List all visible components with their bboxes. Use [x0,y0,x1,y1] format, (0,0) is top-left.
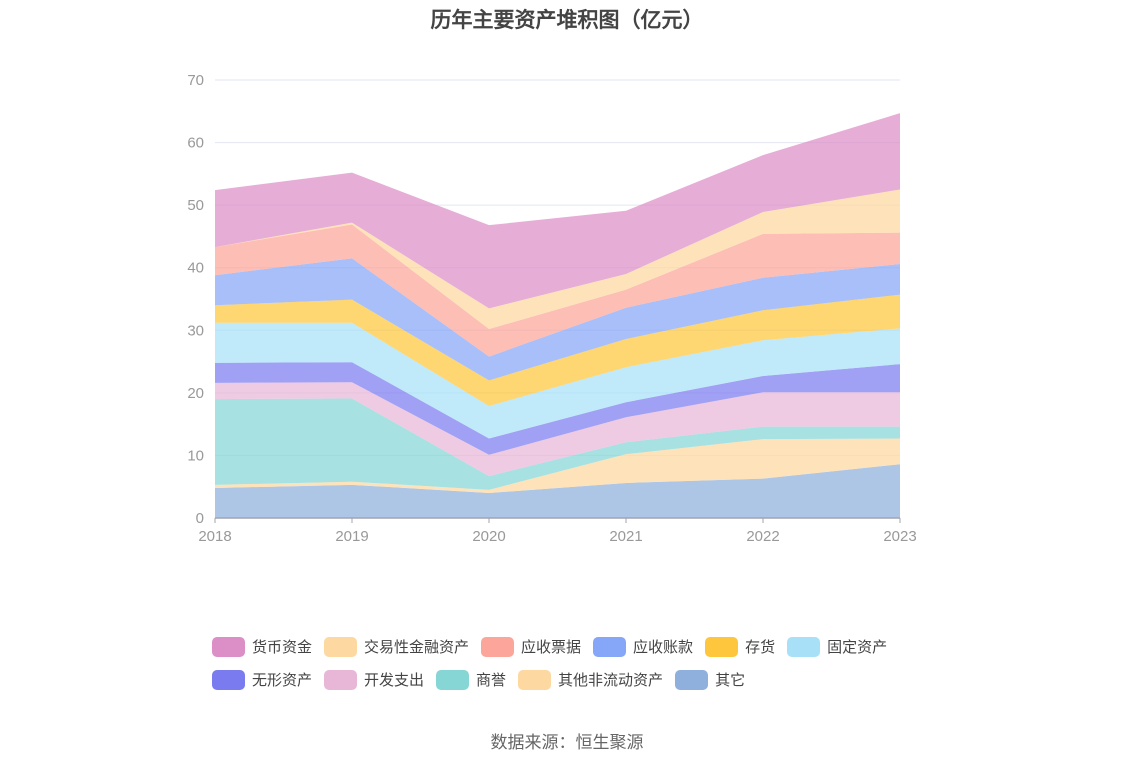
area-series-开发支出 [215,382,900,477]
area-series-交易性金融资产 [215,189,900,330]
y-tick-label: 40 [187,260,204,277]
stacked-area-chart: 0 10 20 30 40 50 60 70 2018 2019 2020 2021 2022 2023 [187,72,916,545]
legend-label: 无形资产 [252,672,313,689]
area-series-固定资产 [215,322,900,439]
y-tick-label: 30 [187,322,204,339]
legend-swatch [481,636,515,657]
y-tick-label: 50 [187,197,204,214]
legend-item-应收账款[interactable]: 应收账款 [593,636,693,657]
x-tick-label: 2022 [746,528,779,545]
legend-item-无形资产[interactable]: 无形资产 [212,669,312,690]
x-tick-label: 2019 [335,528,368,545]
legend-item-交易性金融资产[interactable]: 交易性金融资产 [324,636,469,657]
legend-row: 货币资金 交易性金融资产 应收票据 应收账款 存货 固定资产 [212,630,972,663]
legend-swatch [705,636,739,657]
legend-label: 存货 [745,639,776,656]
legend-label: 货币资金 [252,639,313,656]
legend-item-其他非流动资产[interactable]: 其他非流动资产 [518,669,663,690]
legend-item-固定资产[interactable]: 固定资产 [787,636,887,657]
x-tick-label: 2023 [883,528,916,545]
legend-label: 开发支出 [364,672,425,689]
legend-swatch [324,636,358,657]
legend-label: 应收账款 [633,639,694,656]
y-tick-label: 60 [187,135,204,152]
y-tick-label: 20 [187,385,204,402]
legend-item-开发支出[interactable]: 开发支出 [324,669,424,690]
legend-item-应收票据[interactable]: 应收票据 [481,636,581,657]
area-series-商誉 [215,398,900,490]
area-series-存货 [215,294,900,406]
source-note: 数据来源：恒生聚源 [490,733,644,752]
legend-swatch [324,669,358,690]
y-tick-label: 70 [187,72,204,89]
legend-item-货币资金[interactable]: 货币资金 [212,636,312,657]
x-tick-label: 2018 [198,528,231,545]
legend-swatch [593,636,627,657]
legend-item-其它[interactable]: 其它 [675,669,745,690]
legend-swatch [675,669,709,690]
legend-label: 其他非流动资产 [558,672,664,689]
y-tick-label: 0 [196,510,204,527]
legend-label: 应收票据 [521,639,582,656]
legend-label: 交易性金融资产 [364,639,470,656]
legend-swatch [436,669,470,690]
area-series-其他非流动资产 [215,438,900,493]
x-tick-label: 2021 [609,528,642,545]
legend-label: 其它 [715,672,746,689]
area-series-应收票据 [215,224,900,357]
legend-label: 固定资产 [827,639,888,656]
y-tick-label: 10 [187,447,204,464]
x-tick-label: 2020 [472,528,505,545]
legend-swatch [787,636,821,657]
legend-row: 无形资产 开发支出 商誉 其他非流动资产 其它 [212,663,972,696]
area-series-应收账款 [215,258,900,381]
chart-title: 历年主要资产堆积图（亿元） [430,9,704,32]
area-series-货币资金 [215,113,900,309]
area-series-无形资产 [215,362,900,455]
legend-swatch [518,669,552,690]
area-series-其它 [215,464,900,518]
legend-swatch [212,669,245,690]
legend-item-存货[interactable]: 存货 [705,636,775,657]
legend: 货币资金 交易性金融资产 应收票据 应收账款 存货 固定资产 无形资产 [212,630,972,696]
legend-swatch [212,636,245,657]
legend-label: 商誉 [476,672,507,689]
legend-item-商誉[interactable]: 商誉 [436,669,506,690]
